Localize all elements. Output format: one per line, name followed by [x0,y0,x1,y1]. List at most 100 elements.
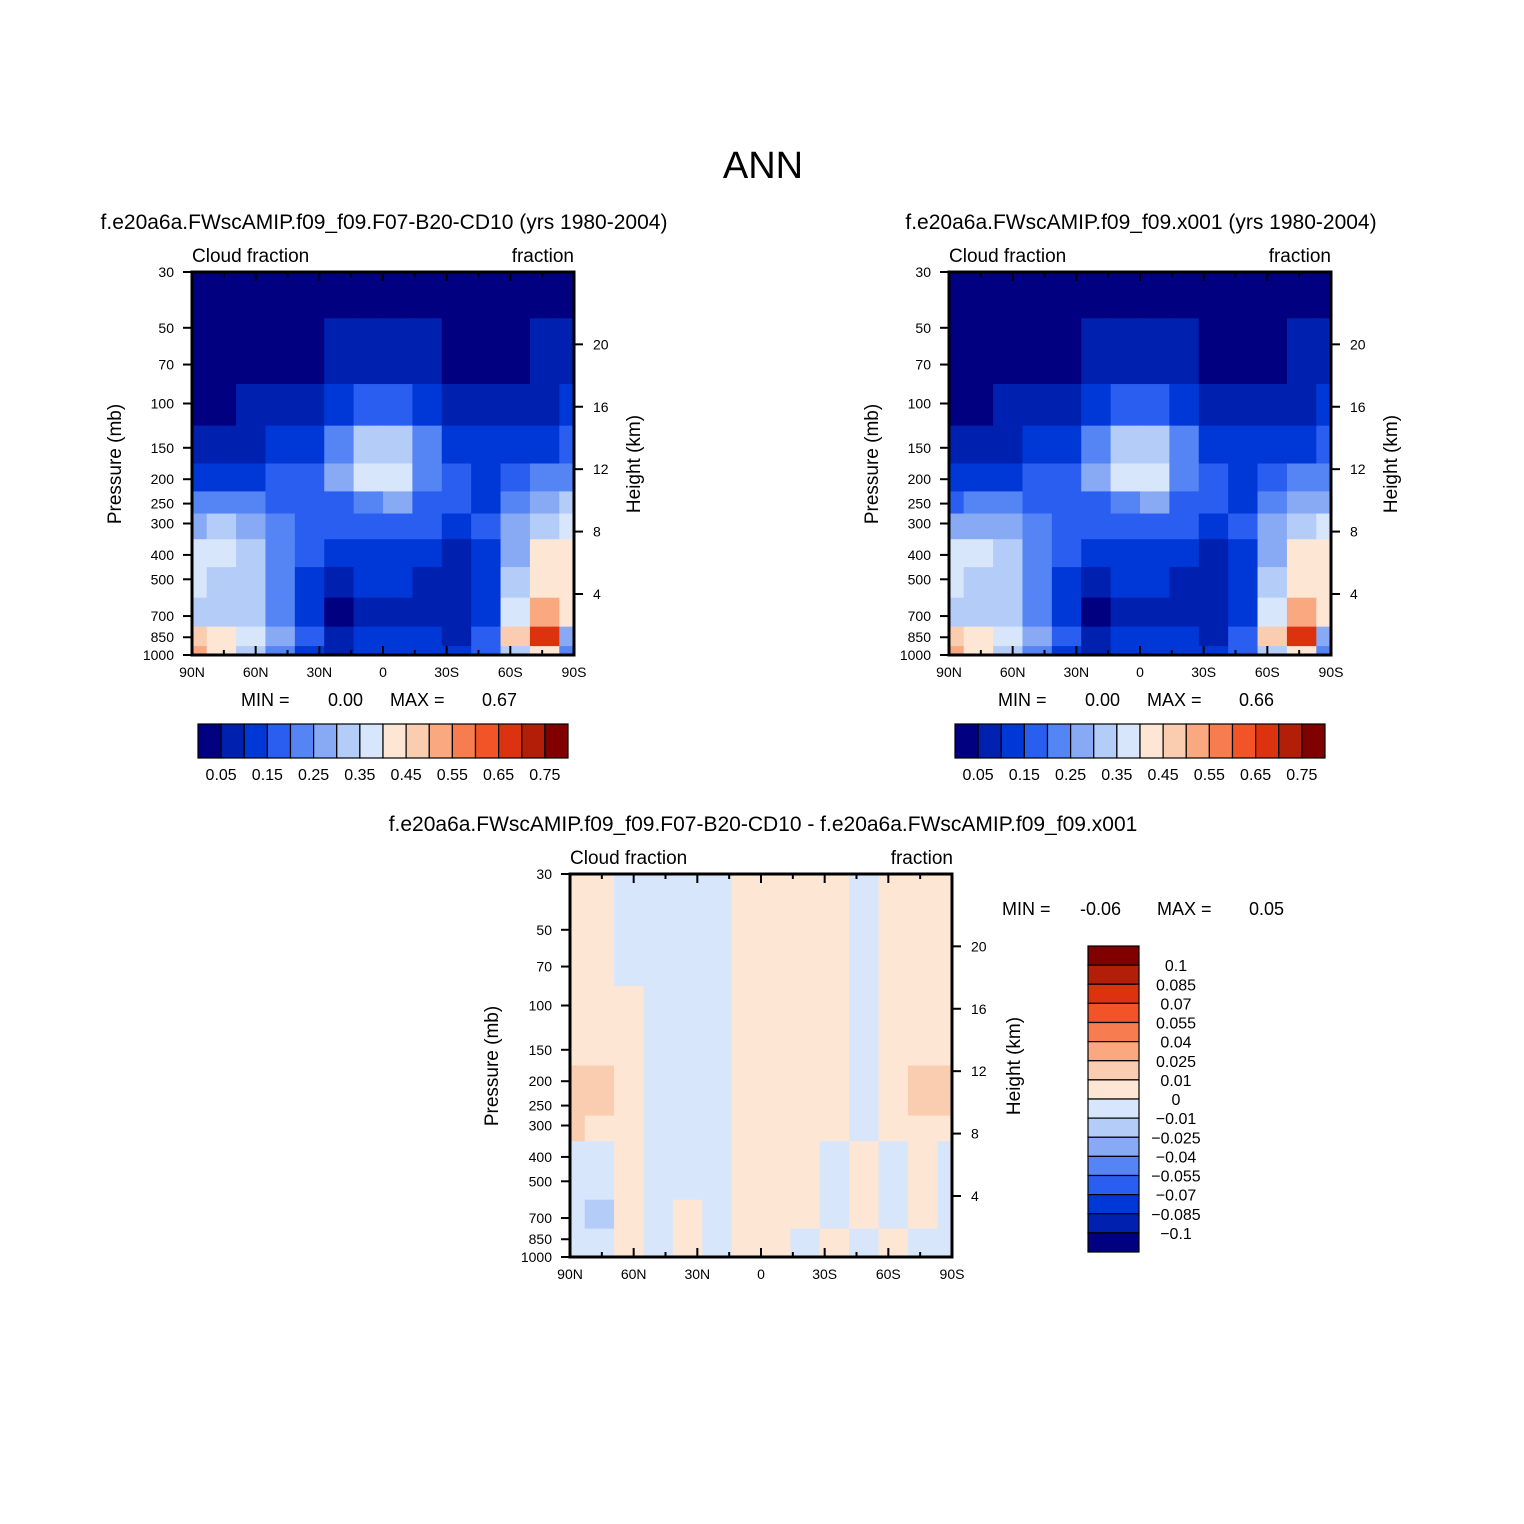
colorbar-box [1139,723,1164,759]
heatmap-cell [353,463,384,492]
panel-right-plot-area: 90N 60N 30N 0 30S 60S 90S 30 50 70 100 150 200 250 300… [900,264,1366,680]
panel-diff-right-axis-title: Height (km) [1004,1017,1025,1115]
heatmap-cell [236,318,267,385]
heatmap-cell [1169,597,1200,628]
panel-left-min-label: MIN = [241,690,290,710]
heatmap-cell [949,646,965,656]
heatmap-cell [907,1065,938,1094]
heatmap-cell [412,626,443,647]
heatmap-cell [1286,513,1317,540]
x-tick-label: 90S [940,1266,965,1282]
heatmap-cell [819,920,850,987]
heatmap-cell [441,491,472,515]
heatmap-cell [819,986,850,1029]
heatmap-cell [1257,463,1288,492]
heatmap-cell [963,513,994,540]
panel-left-case-title: f.e20a6a.FWscAMIP.f09_f09.F07-B20-CD10 (… [101,211,668,234]
heatmap-cell [584,1169,615,1201]
heatmap-cell [1316,384,1332,427]
panel-right-min-value: 0.00 [1085,690,1120,710]
heatmap-cell [353,272,384,319]
heatmap-cell [559,384,575,427]
heatmap-cell [1140,513,1170,540]
pressure-tick-label: 30 [158,264,174,280]
heatmap-cell [819,1065,850,1094]
heatmap-cell [1257,513,1288,540]
heatmap-cell [529,318,560,385]
heatmap-cell [383,272,413,319]
heatmap-cell [471,567,502,599]
heatmap-cell [206,567,237,599]
heatmap-cell [584,1141,615,1170]
heatmap-cell [790,1115,821,1142]
heatmap-cell [294,425,325,465]
heatmap-cell [790,1169,821,1201]
heatmap-cell [1051,318,1082,385]
heatmap-cell [570,1248,586,1258]
heatmap-cell [500,646,531,656]
pressure-tick-label: 70 [158,357,174,373]
heatmap-cell [1051,646,1082,656]
heatmap-cell [643,1141,674,1170]
heatmap-cell [1022,567,1053,599]
heatmap-cell [500,384,531,427]
heatmap-cell [500,539,531,568]
colorbar-box [1087,1079,1140,1100]
colorbar-box [1087,1194,1140,1215]
heatmap-cell [471,425,502,465]
heatmap-cell [643,1093,674,1117]
heatmap-cell [1022,425,1053,465]
heatmap-cell [236,463,267,492]
colorbar-label: 0.05 [206,767,237,784]
heatmap-cell [294,384,325,427]
panel-diff-units-label: fraction [891,848,953,869]
panel-diff-max-value: 0.05 [1249,899,1284,919]
heatmap-cell [993,597,1024,628]
heatmap-cell [643,1115,674,1142]
heatmap-cell [1081,384,1112,427]
colorbar-box [544,723,569,759]
heatmap-cell [570,986,586,1029]
heatmap-cell [819,1228,850,1249]
heatmap-cell [294,626,325,647]
figure-title: ANN [723,145,803,187]
heatmap-cell [819,1115,850,1142]
x-tick-label: 30S [1191,664,1216,680]
x-tick-label: 30N [1063,664,1089,680]
heatmap-cell [570,1199,586,1230]
heatmap-cell [471,463,502,492]
heatmap-cell [265,491,296,515]
colorbar-label: −0.04 [1156,1149,1197,1166]
colorbar-label: 0.1 [1165,958,1187,975]
heatmap-cell [353,425,384,465]
colorbar-label: −0.085 [1151,1207,1200,1224]
heatmap-cell [878,1093,909,1117]
heatmap-cell [614,1228,645,1249]
heatmap-cell [412,318,443,385]
height-tick-label: 20 [593,336,609,352]
heatmap-cell [1169,491,1200,515]
heatmap-cell [702,1248,733,1258]
colorbar-box [1023,723,1049,759]
colorbar-label: 0.07 [1160,996,1191,1013]
heatmap-cell [1022,318,1053,385]
panel-left: f.e20a6a.FWscAMIP.f09_f09.F07-B20-CD10 (… [101,211,668,784]
heatmap-cell [1110,626,1141,647]
heatmap-cell [1022,597,1053,628]
heatmap-cell [1110,425,1141,465]
heatmap-cell [1257,646,1288,656]
heatmap-cell [471,646,502,656]
heatmap-cell [383,539,413,568]
heatmap-cell [383,463,413,492]
heatmap-cell [471,597,502,628]
panel-left-y-axis-title: Pressure (mb) [105,404,126,524]
heatmap-cell [324,318,355,385]
colorbar-box [266,723,292,759]
heatmap-cell [878,1027,909,1067]
pressure-tick-label: 200 [908,471,932,487]
heatmap-cell [761,1228,791,1249]
heatmap-cell [1169,539,1200,568]
heatmap-cell [672,1141,703,1170]
heatmap-cell [1228,597,1259,628]
colorbar-box [1087,1117,1140,1138]
